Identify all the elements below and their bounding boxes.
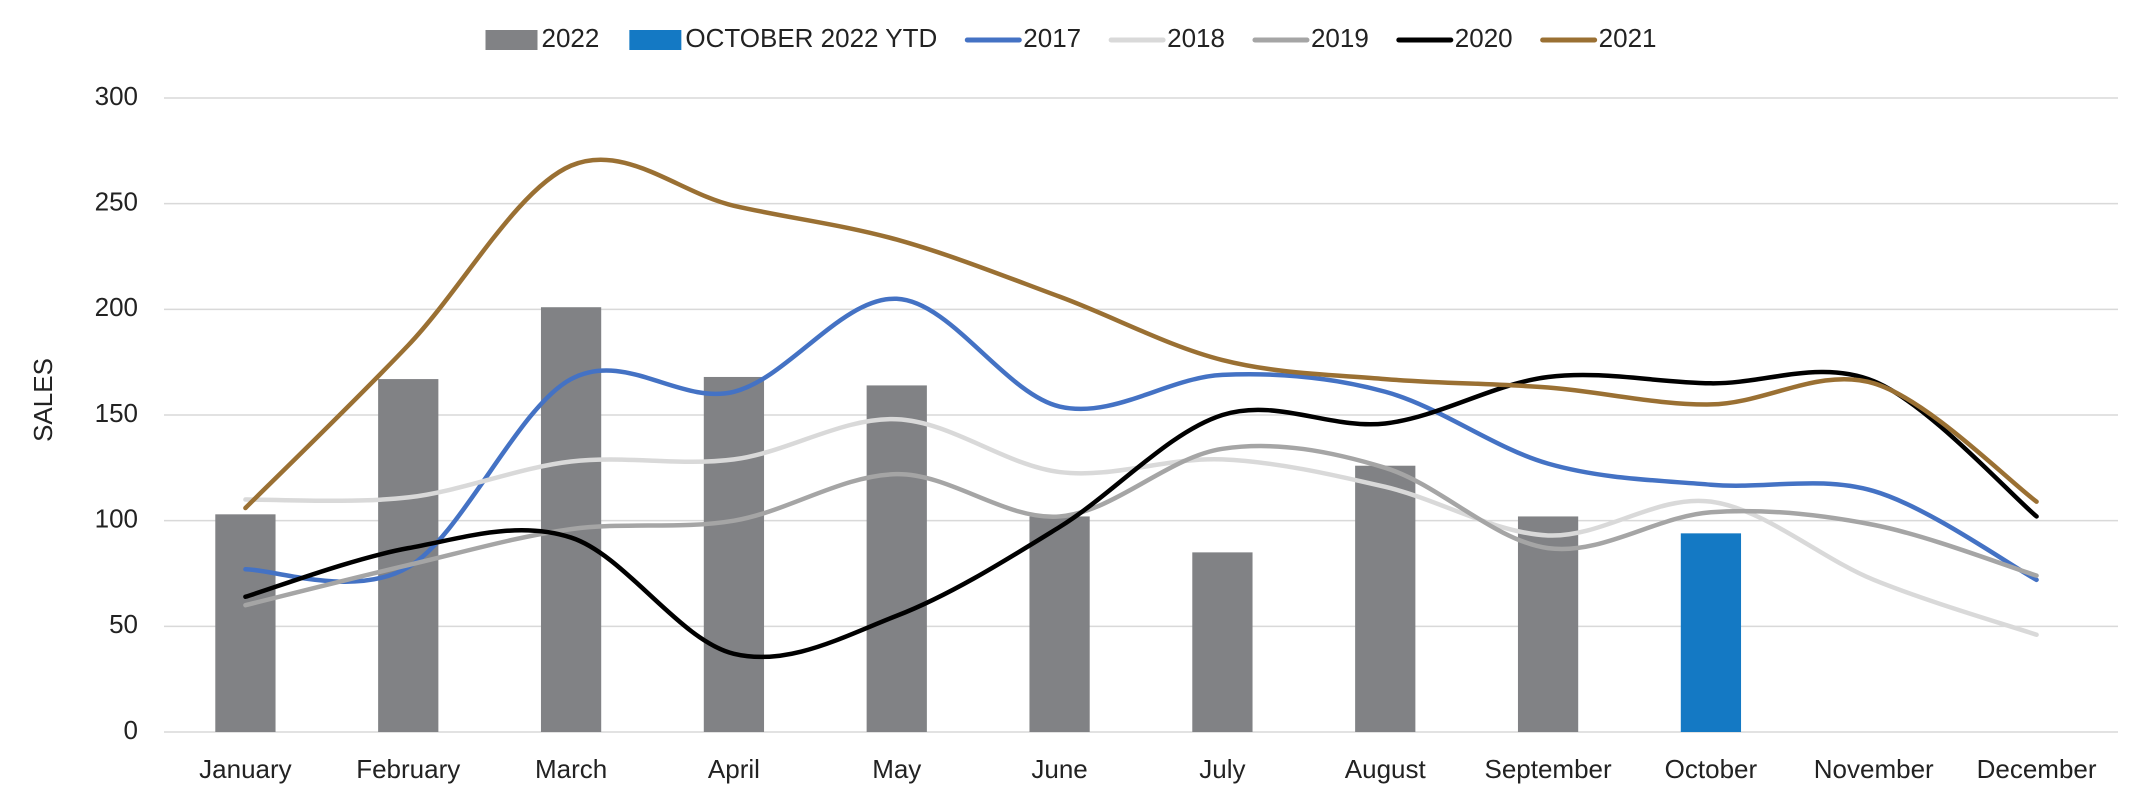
- legend-label: 2018: [1167, 23, 1225, 53]
- y-tick-label: 100: [95, 504, 138, 534]
- x-tick-label: January: [199, 754, 292, 784]
- y-tick-label: 250: [95, 187, 138, 217]
- x-tick-label: April: [708, 754, 760, 784]
- legend: 2022 OCTOBER 2022 YTD 2017 2018 2019 2020 2021: [485, 23, 1657, 53]
- legend-swatch: [485, 30, 538, 50]
- x-tick-label: June: [1031, 754, 1087, 784]
- legend-label: OCTOBER 2022 YTD: [685, 23, 937, 53]
- bar: [1355, 465, 1416, 732]
- line: [243, 369, 2039, 660]
- x-tick-label: March: [535, 754, 607, 784]
- bar: [703, 376, 765, 732]
- legend-label: 2019: [1311, 23, 1369, 53]
- x-tick-label: October: [1665, 754, 1758, 784]
- bar: [866, 385, 927, 732]
- bar: [378, 379, 439, 732]
- bar: [1192, 552, 1253, 732]
- legend-label: 2021: [1599, 23, 1657, 53]
- line: [243, 443, 2039, 608]
- y-axis-label: SALES: [28, 358, 58, 442]
- x-tick-label: November: [1814, 754, 1934, 784]
- bar: [1680, 533, 1742, 732]
- bar: [1029, 516, 1090, 732]
- bar: [1517, 516, 1579, 732]
- x-tick-label: September: [1484, 754, 1612, 784]
- x-tick-label: February: [356, 754, 460, 784]
- x-tick-label: August: [1345, 754, 1427, 784]
- y-tick-label: 50: [109, 609, 138, 639]
- y-tick-label: 150: [95, 398, 138, 428]
- y-tick-label: 0: [124, 715, 138, 745]
- legend-label: 2020: [1455, 23, 1513, 53]
- line: [243, 157, 2039, 511]
- x-tick-label: July: [1199, 754, 1245, 784]
- legend-label: 2022: [542, 23, 600, 53]
- line: [243, 416, 2039, 638]
- bar: [215, 514, 276, 732]
- line: [243, 296, 2039, 584]
- x-tick-label: May: [872, 754, 921, 784]
- x-tick-label: December: [1977, 754, 2097, 784]
- y-tick-label: 200: [95, 292, 138, 322]
- y-tick-label: 300: [95, 81, 138, 111]
- legend-label: 2017: [1023, 23, 1081, 53]
- legend-swatch: [629, 30, 682, 50]
